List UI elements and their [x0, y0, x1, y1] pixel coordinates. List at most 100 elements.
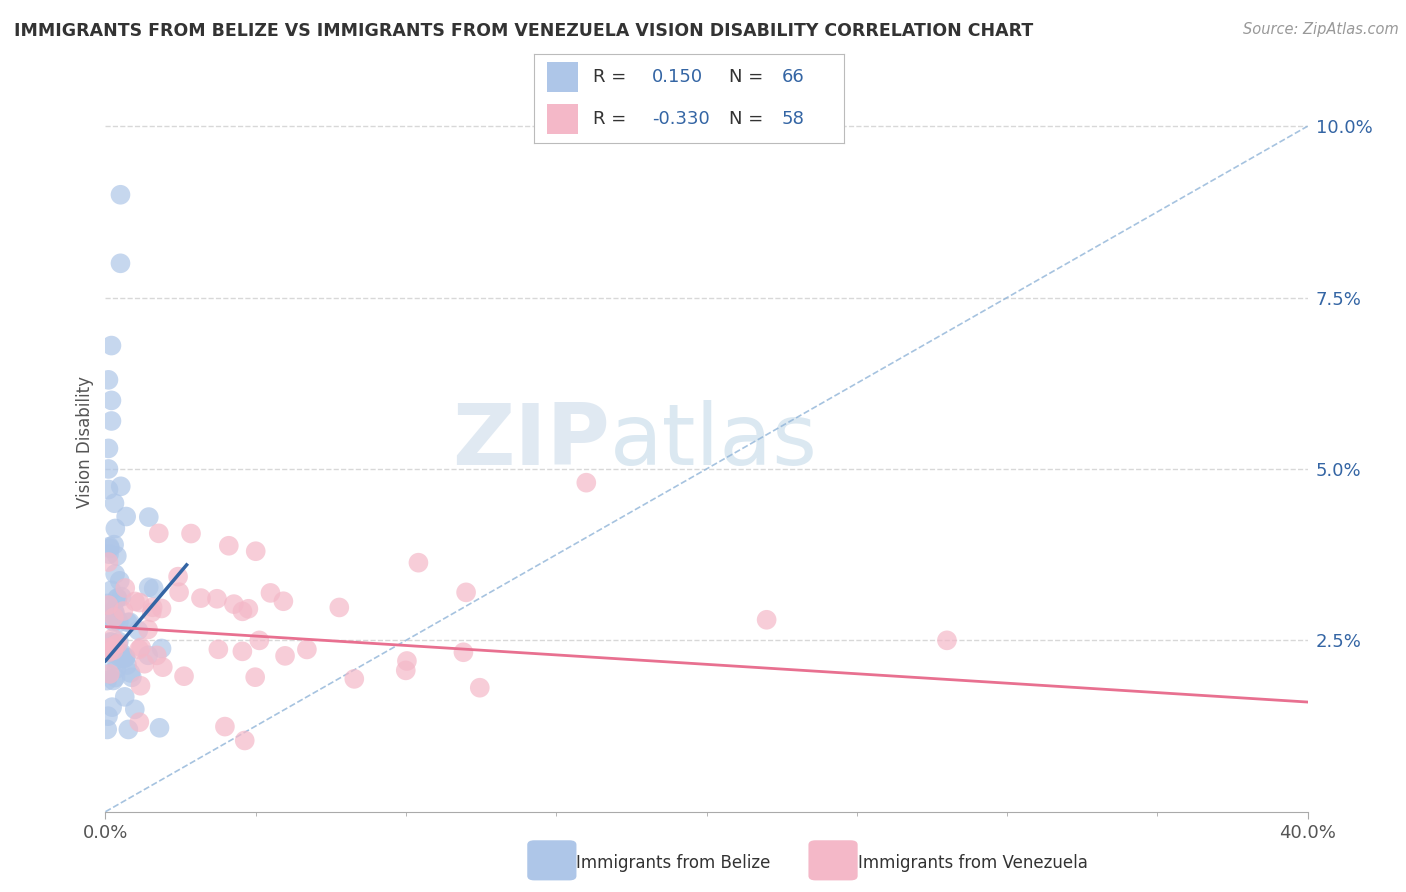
Point [98, 540, 121, 554]
Point [124, 594, 146, 608]
Point [273, 594, 295, 608]
Text: 0.150: 0.150 [652, 68, 703, 87]
Point [117, 615, 139, 630]
Point [108, 649, 131, 664]
Point [104, 521, 127, 535]
Point [755, 613, 778, 627]
Point [105, 611, 128, 625]
Point [100, 393, 122, 408]
Point [124, 702, 146, 716]
Point [295, 642, 318, 657]
Point [96, 597, 118, 611]
Point [96, 608, 118, 623]
Point [205, 591, 228, 606]
Point [207, 642, 229, 657]
Point [180, 526, 202, 541]
Point [454, 585, 477, 599]
Point [190, 591, 212, 606]
Point [231, 644, 253, 658]
Point [97, 555, 120, 569]
Point [108, 634, 131, 648]
Point [127, 624, 149, 638]
Point [103, 615, 125, 629]
Point [98, 547, 121, 561]
Point [101, 632, 124, 646]
Point [141, 605, 163, 619]
Bar [547, 104, 578, 134]
Point [103, 538, 125, 552]
Point [167, 585, 190, 599]
Point [110, 256, 132, 270]
Point [103, 610, 125, 624]
Point [98, 635, 121, 649]
Point [218, 539, 240, 553]
Point [115, 650, 138, 665]
Point [100, 635, 122, 649]
Text: atlas: atlas [610, 400, 818, 483]
Point [97, 640, 120, 655]
Point [128, 642, 150, 657]
Point [100, 338, 122, 352]
Point [97, 373, 120, 387]
Point [114, 581, 136, 595]
Point [136, 648, 159, 663]
Point [110, 479, 132, 493]
Point [107, 615, 129, 630]
Text: Source: ZipAtlas.com: Source: ZipAtlas.com [1243, 22, 1399, 37]
Point [395, 664, 418, 678]
Text: Immigrants from Belize: Immigrants from Belize [576, 854, 770, 871]
Point [115, 509, 138, 524]
Point [328, 600, 350, 615]
Point [231, 604, 253, 618]
Point [120, 665, 142, 680]
Point [98, 599, 121, 613]
Text: IMMIGRANTS FROM BELIZE VS IMMIGRANTS FROM VENEZUELA VISION DISABILITY CORRELATIO: IMMIGRANTS FROM BELIZE VS IMMIGRANTS FRO… [14, 22, 1033, 40]
Bar [547, 62, 578, 92]
Point [97, 462, 120, 476]
Point [222, 597, 245, 611]
Point [233, 733, 256, 747]
Point [112, 651, 135, 665]
Point [105, 549, 128, 563]
Point [96, 666, 118, 681]
Point [142, 582, 165, 596]
Text: 58: 58 [782, 110, 804, 128]
Point [238, 601, 260, 615]
Point [117, 723, 139, 737]
Text: -0.330: -0.330 [652, 110, 710, 128]
Point [114, 690, 136, 704]
Point [129, 640, 152, 655]
Point [936, 633, 959, 648]
Point [453, 645, 475, 659]
Point [274, 648, 297, 663]
Point [96, 673, 118, 688]
Point [259, 586, 281, 600]
Point [105, 591, 128, 606]
Point [134, 657, 156, 671]
Point [146, 648, 169, 663]
Point [468, 681, 491, 695]
Point [128, 715, 150, 730]
Point [97, 483, 120, 497]
Point [101, 700, 124, 714]
Text: N =: N = [730, 68, 763, 87]
Point [107, 591, 129, 606]
Point [408, 556, 430, 570]
Point [104, 638, 127, 652]
Point [104, 606, 127, 620]
Text: R =: R = [593, 68, 626, 87]
Point [115, 658, 138, 673]
Point [150, 641, 173, 656]
Point [214, 720, 236, 734]
Point [138, 580, 160, 594]
Point [129, 679, 152, 693]
Point [112, 604, 135, 618]
Point [103, 643, 125, 657]
Point [395, 654, 418, 668]
Point [97, 709, 120, 723]
Point [107, 637, 129, 651]
Point [136, 623, 159, 637]
Point [150, 601, 173, 615]
Point [343, 672, 366, 686]
Point [97, 442, 120, 456]
